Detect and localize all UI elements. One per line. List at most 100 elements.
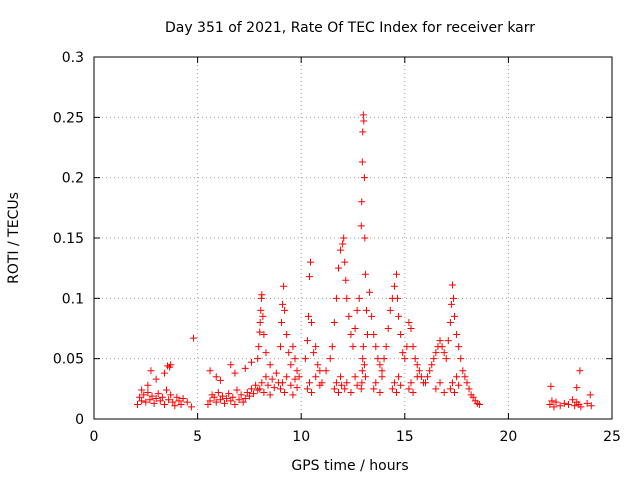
x-tick-label: 0	[90, 429, 99, 445]
data-point	[428, 361, 436, 369]
data-point	[413, 361, 421, 369]
data-point	[475, 401, 483, 409]
data-point	[438, 343, 446, 351]
data-point	[390, 282, 398, 290]
data-point	[353, 306, 361, 314]
data-point	[397, 381, 405, 389]
data-point	[353, 381, 361, 389]
data-point	[210, 393, 218, 401]
data-point	[214, 388, 222, 396]
data-point	[239, 398, 247, 406]
data-point	[229, 393, 237, 401]
data-point	[258, 379, 266, 387]
data-point	[351, 325, 359, 332]
data-point	[343, 379, 351, 387]
data-point	[289, 343, 297, 351]
data-point	[307, 258, 315, 266]
data-point	[359, 343, 367, 351]
data-point	[343, 294, 351, 302]
data-point	[291, 355, 299, 363]
data-point	[546, 401, 554, 409]
data-point	[212, 373, 220, 381]
data-point	[301, 355, 309, 363]
x-axis: 0 5 10 15 20 25	[90, 57, 621, 445]
data-point	[342, 276, 350, 284]
data-point	[569, 396, 577, 404]
data-point	[341, 258, 349, 266]
data-point	[241, 364, 249, 372]
data-point	[227, 361, 235, 369]
data-point	[432, 349, 440, 357]
y-axis: 0 0.05 0.1 0.15 0.2 0.25 0.3	[53, 50, 612, 428]
data-point	[364, 331, 372, 339]
y-tick-label: 0.3	[62, 50, 84, 66]
data-point	[360, 174, 368, 182]
data-point	[255, 343, 263, 351]
data-point	[270, 384, 278, 392]
data-point	[358, 158, 366, 166]
data-point	[260, 331, 268, 339]
data-point	[361, 270, 369, 278]
data-point	[347, 388, 355, 396]
data-point	[388, 385, 396, 393]
data-point	[258, 291, 266, 299]
data-point	[455, 343, 463, 351]
data-point	[206, 397, 214, 405]
data-point	[564, 401, 572, 409]
data-point	[394, 294, 402, 302]
data-point	[399, 349, 407, 357]
data-point	[390, 379, 398, 387]
data-point	[360, 117, 368, 125]
data-point	[376, 388, 384, 396]
data-point	[142, 398, 150, 406]
data-point	[221, 399, 229, 407]
data-point	[308, 318, 316, 326]
data-point	[289, 391, 297, 399]
data-point	[225, 390, 233, 398]
data-point	[167, 391, 175, 399]
data-point	[374, 355, 382, 363]
data-point	[358, 198, 366, 206]
data-point	[152, 375, 160, 383]
data-point	[328, 343, 336, 351]
x-tick-label: 25	[603, 429, 621, 445]
data-point	[372, 379, 380, 387]
data-point	[378, 373, 386, 381]
data-point	[395, 373, 403, 381]
data-point	[358, 367, 366, 375]
data-point	[378, 367, 386, 375]
data-point	[308, 388, 316, 396]
x-axis-label: GPS time / hours	[291, 458, 408, 474]
data-point	[310, 349, 318, 357]
data-point	[413, 373, 421, 381]
data-point	[262, 373, 270, 381]
y-tick-label: 0	[75, 412, 84, 428]
data-point	[547, 382, 555, 390]
data-point	[285, 349, 293, 357]
data-point	[216, 396, 224, 404]
data-point	[276, 385, 284, 393]
data-point	[183, 398, 191, 406]
data-point	[173, 393, 181, 401]
data-point	[426, 367, 434, 375]
y-tick-label: 0.15	[53, 231, 84, 247]
data-point	[436, 337, 444, 345]
data-point	[401, 355, 409, 363]
data-point	[351, 373, 359, 381]
data-point	[550, 403, 558, 411]
data-point	[160, 369, 168, 377]
data-point	[250, 390, 258, 398]
data-point	[465, 385, 473, 393]
data-point	[405, 318, 413, 326]
data-points	[134, 111, 595, 411]
data-point	[304, 312, 312, 320]
data-point	[303, 385, 311, 393]
data-point	[144, 381, 152, 389]
y-tick-label: 0.1	[62, 291, 84, 307]
data-point	[332, 294, 340, 302]
data-point	[259, 312, 267, 320]
data-point	[432, 385, 440, 393]
data-point	[231, 369, 239, 377]
data-point	[291, 375, 299, 383]
data-point	[469, 393, 477, 401]
